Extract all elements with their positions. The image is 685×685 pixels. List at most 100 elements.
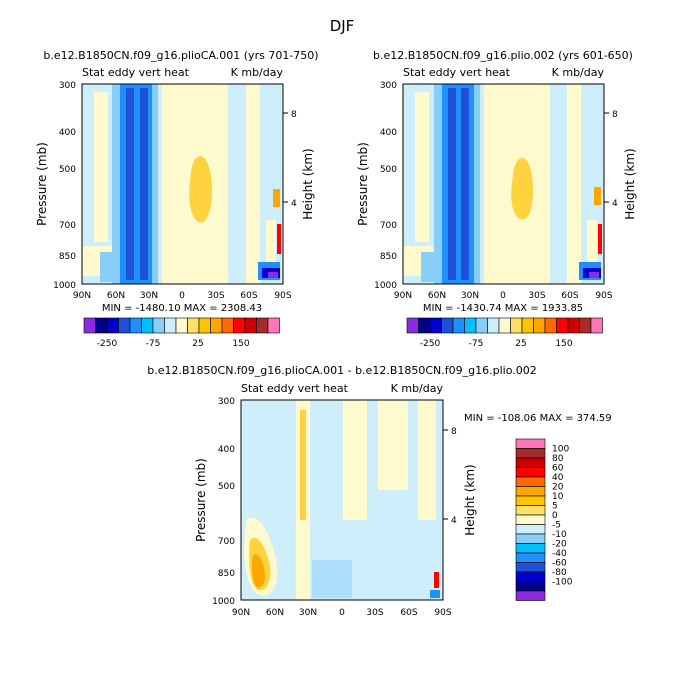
xtick-label: 0 [179,291,185,301]
field-red-spot [598,224,602,254]
xtick-label: 60N [107,291,125,301]
colorbar-swatch [244,317,257,334]
panel-2-plot-area [402,83,605,285]
colorbar-swatch [233,317,246,334]
colorbar-label: -75 [469,339,484,349]
colorbar-label: 20 [552,483,564,493]
panel-1-xticks: 90N 60N 30N 0 30S 60S 90S [73,291,292,301]
xtick-label: 90S [274,291,291,301]
panel-1-plot-area [81,83,284,285]
ytick-label: 300 [59,81,76,91]
xtick-label: 90N [73,291,91,301]
panel-1-yticks: 300 400 500 700 850 1000 [53,81,76,291]
panel-2-y2ticks: 8 4 [604,110,618,209]
colorbar-label: 150 [555,339,572,349]
ytick-label: 850 [59,252,76,262]
panel-3-title: b.e12.B1850CN.f09_g16.plioCA.001 - b.e12… [147,364,536,377]
y2tick-label: 4 [291,199,297,209]
colorbar-swatch [406,317,419,334]
panel-1-right-label: K mb/day [231,66,284,79]
panel-2-yticks: 300 400 500 700 850 1000 [374,81,397,291]
colorbar-swatch [515,543,546,554]
field-light-yellow-band [343,400,367,520]
field-blue-band [140,88,148,280]
field-yellow-band [266,220,276,270]
panel-3-y2ticks: 8 4 [443,427,457,526]
colorbar-swatch [579,317,592,334]
colorbar-label: 5 [552,502,558,512]
colorbar-swatch [452,317,465,334]
panel-1-y2label: Height (km) [301,148,315,219]
xtick-label: 60S [240,291,257,301]
colorbar-label: -100 [552,578,573,588]
panel-3-plot-area [240,399,444,601]
colorbar-swatch [544,317,557,334]
colorbar-swatch [267,317,280,334]
colorbar-swatch [164,317,177,334]
colorbar-swatch [198,317,211,334]
colorbar-swatch [187,317,200,334]
field-yellow-blob [189,156,212,223]
colorbar-swatch [487,317,500,334]
colorbar-swatch [515,438,546,449]
ytick-label: 700 [218,537,235,547]
xtick-label: 30S [207,291,224,301]
colorbar-swatch [221,317,234,334]
colorbar-swatch [515,467,546,478]
colorbar-swatch [515,581,546,592]
field-light-yellow-band [415,92,429,242]
y2tick-label: 4 [451,516,457,526]
colorbar-label: 25 [515,339,526,349]
field-yellow-band [587,220,597,270]
ytick-label: 400 [59,128,76,138]
field-blue-band [461,88,469,280]
colorbar-swatch [429,317,442,334]
colorbar-swatch [515,486,546,497]
panel-2-min-max: MIN = -1430.74 MAX = 1933.85 [423,303,583,314]
panel-1-ylabel: Pressure (mb) [35,142,49,226]
colorbar-swatch [475,317,488,334]
colorbar-swatch [590,317,603,334]
colorbar-label: 80 [552,454,564,464]
colorbar-swatch [515,533,546,544]
colorbar-swatch [533,317,546,334]
ytick-label: 700 [59,221,76,231]
plot-frame [402,83,605,285]
field-light-yellow-band [94,92,108,242]
xtick-label: 30N [140,291,158,301]
panel-1-colorbar: -250 -75 25 150 [83,317,280,349]
ytick-label: 1000 [212,597,235,607]
ytick-label: 700 [380,221,397,231]
field-blue-spot [430,590,440,598]
ytick-label: 1000 [53,281,76,291]
field-blue-band [126,88,134,280]
field-yellow-blob [511,158,533,220]
panel-3-yticks: 300 400 500 700 850 1000 [212,397,235,607]
field-light-blue-band [312,560,352,598]
xtick-label: 60S [561,291,578,301]
colorbar-swatch [141,317,154,334]
y2tick-label: 8 [612,110,618,120]
field-light-yellow-band [567,84,581,284]
colorbar-swatch [256,317,269,334]
field-blue-band [442,84,474,284]
ytick-label: 400 [380,128,397,138]
colorbar-label: -20 [552,540,567,550]
colorbar-swatch [95,317,108,334]
colorbar-swatch [106,317,119,334]
colorbar-label: 0 [552,511,558,521]
colorbar-swatch [515,562,546,573]
panel-2: b.e12.B1850CN.f09_g16.plio.002 (yrs 601-… [356,49,637,349]
field-orange-blob [252,554,266,588]
panel-3-min-max: MIN = -108.06 MAX = 374.59 [464,413,612,424]
colorbar-swatch [129,317,142,334]
xtick-label: 30N [299,608,317,618]
panel-1: b.e12.B1850CN.f09_g16.plioCA.001 (yrs 70… [35,49,319,349]
colorbar-label: 100 [552,445,569,455]
y2tick-label: 4 [612,199,618,209]
field-light-blue-band [421,252,435,282]
xtick-label: 90S [595,291,612,301]
panel-2-xticks: 90N 60N 30N 0 30S 60S 90S [394,291,613,301]
ytick-label: 400 [218,445,235,455]
field-light-yellow-band [418,400,436,520]
